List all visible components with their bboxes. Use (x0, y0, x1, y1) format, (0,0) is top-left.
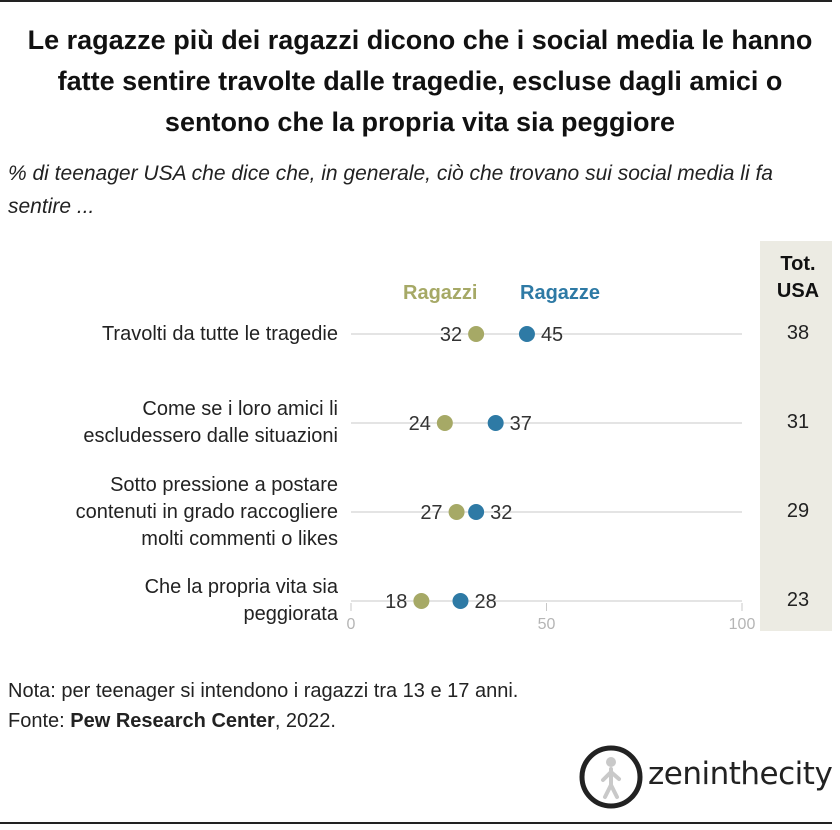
bottom-rule (0, 822, 832, 824)
source-name: Pew Research Center (70, 710, 275, 732)
chart-subtitle: % di teenager USA che dice che, in gener… (8, 162, 773, 218)
row-label-line: contenuti in grado raccogliere (75, 500, 338, 523)
total-column-header: Tot. USA (776, 253, 820, 302)
dot-girls (518, 326, 535, 342)
note: Nota: per teenager si intendono i ragazz… (8, 680, 519, 702)
walking-person-circle-icon (579, 745, 643, 809)
x-tick-label: 100 (729, 616, 756, 633)
row-label: Come se i loro amici li escludessero dall… (83, 396, 338, 450)
data-label-boys: 24 (409, 413, 431, 435)
row-label-line: Come se i loro amici li (142, 398, 338, 420)
dot-boys (448, 504, 465, 520)
dot-boys (436, 415, 453, 431)
legend-boys: Ragazzi (403, 282, 478, 304)
source: Fonte: Pew Research Center, 2022. (8, 706, 336, 736)
x-tick-label: 50 (538, 616, 556, 633)
row-label-line: Travolti da tutte le tragedie (101, 322, 338, 345)
row-label: Che la propria vita sia peggiorata (145, 574, 338, 628)
total-value: 29 (786, 500, 810, 522)
data-label-girls: 45 (541, 324, 563, 346)
dot-boys (468, 326, 485, 342)
total-value: 23 (786, 589, 810, 611)
data-label-girls: 37 (510, 413, 532, 435)
row-label: Travolti da tutte le tragedie (102, 321, 338, 348)
total-column-background (760, 241, 832, 631)
row-label-line: Sotto pressione a postare (110, 473, 338, 496)
dot-boys (413, 593, 430, 609)
data-label-girls: 28 (474, 591, 496, 613)
dot-girls (468, 504, 485, 520)
logo: zeninthecity (576, 742, 833, 812)
total-value: 31 (786, 411, 810, 433)
data-label-boys: 18 (385, 591, 407, 613)
logo-text: zeninthecity (648, 756, 833, 792)
source-suffix: , 2022. (274, 710, 336, 732)
row-label-line: peggiorata (243, 603, 338, 625)
row-label: Sotto pressione a postare contenuti in gr… (76, 472, 338, 553)
row-label-line: molti commenti o likes (141, 527, 338, 550)
top-rule (0, 0, 832, 2)
source-prefix: Fonte: (8, 710, 71, 732)
x-tick-label: 0 (347, 616, 356, 633)
data-label-girls: 32 (490, 502, 512, 524)
total-value: 38 (786, 322, 810, 344)
row-label-line: Che la propria vita sia (144, 576, 338, 598)
row-label-line: escludessero dalle situazioni (83, 425, 338, 447)
dot-girls (452, 593, 469, 609)
legend-girls: Ragazze (520, 282, 601, 304)
data-label-boys: 32 (440, 324, 462, 346)
dot-girls (487, 415, 504, 431)
data-label-boys: 27 (420, 502, 442, 524)
chart-title: Le ragazze più dei ragazzi dicono che i … (27, 25, 813, 137)
